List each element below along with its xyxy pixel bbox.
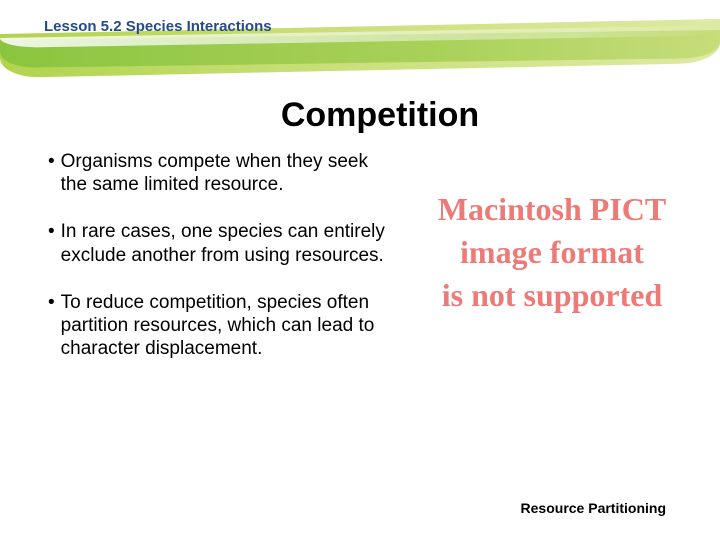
bullet-text: To reduce competition, species often par… (61, 291, 388, 361)
figure-caption: Resource Partitioning (521, 500, 666, 516)
bullet-item: • Organisms compete when they seek the s… (48, 150, 388, 196)
bullet-text: Organisms compete when they seek the sam… (61, 150, 388, 196)
slide-title: Competition (0, 96, 720, 135)
bullet-item: • To reduce competition, species often p… (48, 291, 388, 361)
pict-placeholder: Macintosh PICT image format is not suppo… (418, 188, 686, 318)
pict-line-1: Macintosh PICT (418, 188, 686, 231)
pict-line-3: is not supported (418, 274, 686, 317)
header-band: Lesson 5.2 Species Interactions (0, 0, 720, 84)
pict-line-2: image format (418, 231, 686, 274)
bullet-dot-icon: • (48, 220, 55, 266)
bullet-item: • In rare cases, one species can entirel… (48, 220, 388, 266)
bullet-dot-icon: • (48, 150, 55, 196)
bullet-text: In rare cases, one species can entirely … (61, 220, 388, 266)
bullet-list: • Organisms compete when they seek the s… (48, 150, 388, 384)
lesson-label: Lesson 5.2 Species Interactions (44, 18, 272, 35)
bullet-dot-icon: • (48, 291, 55, 361)
